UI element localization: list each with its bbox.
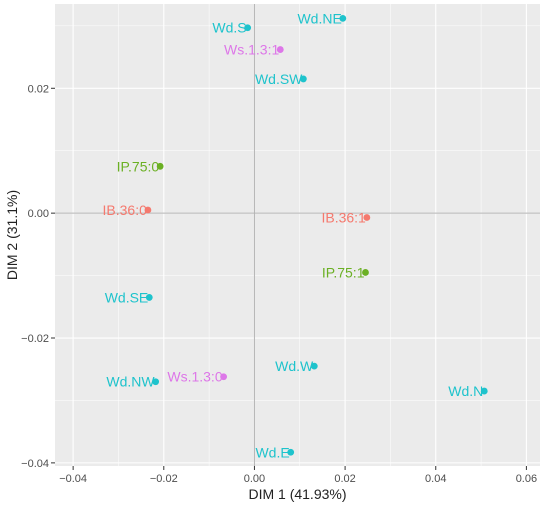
y-tick-label: 0.00 — [28, 208, 49, 220]
point-marker — [363, 214, 371, 221]
data-point: Wd.N — [448, 383, 488, 399]
x-tick-label: −0.02 — [150, 473, 178, 485]
data-point: Ws.1.3:0 — [167, 369, 228, 385]
point-marker — [339, 14, 347, 22]
point-label: Wd.SE — [105, 289, 149, 305]
data-point: Wd.S — [212, 20, 252, 36]
point-label: Wd.NW — [106, 374, 155, 390]
data-point: IB.36:1 — [321, 210, 371, 226]
axis-ticks: −0.04 −0.02 0.00 0.02 0.04 0.06 0.02 0.00 −0.02 −… — [21, 83, 537, 485]
point-marker — [152, 378, 160, 386]
data-point: IP.75:0 — [117, 158, 164, 174]
y-tick-label: −0.04 — [21, 458, 49, 470]
data-point: Wd.NW — [106, 374, 160, 390]
point-label: IP.75:0 — [117, 158, 160, 174]
point-label: Wd.NE — [297, 10, 341, 26]
point-marker — [244, 24, 252, 32]
point-marker — [299, 75, 307, 83]
point-marker — [287, 448, 295, 456]
x-tick-label: 0.04 — [425, 473, 446, 485]
data-point: Wd.E — [255, 444, 295, 460]
point-marker — [310, 362, 318, 370]
x-tick-label: 0.00 — [244, 473, 265, 485]
point-label: Wd.W — [275, 358, 314, 374]
point-label: IB.36:0 — [103, 202, 148, 218]
y-tick-label: −0.02 — [21, 333, 49, 345]
point-marker — [276, 46, 284, 53]
reference-lines — [55, 4, 540, 466]
x-axis-title: DIM 1 (41.93%) — [248, 486, 346, 502]
data-point: IB.36:0 — [103, 202, 152, 218]
point-label: Wd.E — [255, 444, 289, 460]
data-point: Wd.SW — [255, 71, 307, 87]
y-tick-label: 0.02 — [28, 83, 49, 95]
point-marker — [480, 387, 488, 395]
data-point: Wd.NE — [297, 10, 347, 26]
major-gridlines — [55, 4, 540, 466]
plot-panel — [55, 4, 540, 466]
point-marker — [144, 206, 152, 214]
data-points: Wd.NE Wd.S Ws.1.3:1 Wd.SW IP.75:0 IB.36:0 IB.3… — [103, 10, 488, 460]
point-label: Ws.1.3:0 — [167, 369, 222, 385]
data-point: IP.75:1 — [322, 264, 369, 280]
point-label: Wd.N — [448, 383, 483, 399]
data-point: Wd.SE — [105, 289, 153, 305]
point-marker — [156, 162, 164, 170]
minor-gridlines — [55, 4, 540, 466]
point-marker — [220, 373, 228, 381]
point-label: Ws.1.3:1 — [224, 42, 279, 58]
point-marker — [145, 294, 153, 301]
data-point: Wd.W — [275, 358, 318, 374]
point-marker — [362, 269, 369, 276]
x-tick-label: 0.02 — [334, 473, 355, 485]
data-point: Ws.1.3:1 — [224, 42, 284, 58]
x-tick-label: −0.04 — [59, 473, 87, 485]
point-label: IB.36:1 — [321, 210, 366, 226]
x-tick-label: 0.06 — [516, 473, 537, 485]
point-label: IP.75:1 — [322, 264, 365, 280]
point-label: Wd.S — [212, 20, 246, 36]
y-axis-title: DIM 2 (31.1%) — [4, 190, 20, 280]
point-label: Wd.SW — [255, 71, 303, 87]
